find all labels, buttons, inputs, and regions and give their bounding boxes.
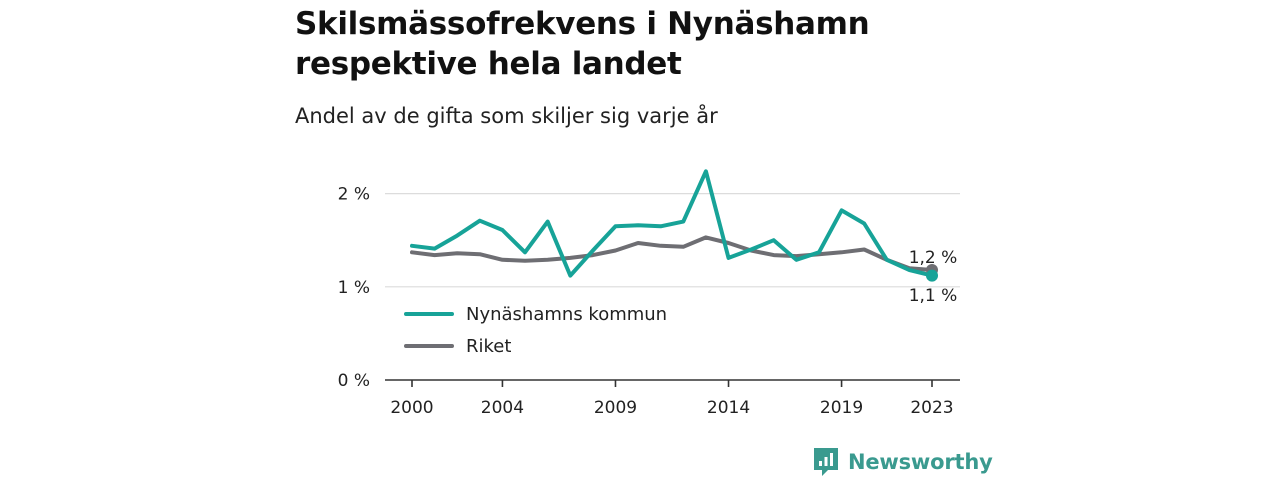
x-tick-label: 2019 <box>820 398 863 418</box>
x-tick-label: 2014 <box>707 398 750 418</box>
legend-label: Riket <box>466 336 511 357</box>
series-end-point-nynashamn <box>926 269 938 282</box>
end-label-riket: 1,2 % <box>909 248 958 268</box>
brand-logo: Newsworthy <box>812 444 993 480</box>
series-line-riket <box>410 235 934 272</box>
end-label-nynashamn: 1,1 % <box>909 286 958 306</box>
series-line-nynashamn <box>410 169 934 278</box>
y-tick-label: 2 % <box>338 185 370 205</box>
x-tick-label: 2004 <box>481 398 524 418</box>
chart-subtitle: Andel av de gifta som skiljer sig varje … <box>295 104 718 128</box>
x-tick-label: 2009 <box>594 398 637 418</box>
x-tick-label: 2023 <box>910 398 953 418</box>
brand-name: Newsworthy <box>848 450 993 474</box>
legend-label: Nynäshamns kommun <box>466 304 667 325</box>
x-tick-label: 2000 <box>390 398 433 418</box>
y-tick-label: 1 % <box>338 278 370 298</box>
y-tick-label: 0 % <box>338 371 370 391</box>
newsworthy-logo-icon <box>814 448 838 476</box>
chart-title: Skilsmässofrekvens i Nynäshamn respektiv… <box>295 6 870 82</box>
